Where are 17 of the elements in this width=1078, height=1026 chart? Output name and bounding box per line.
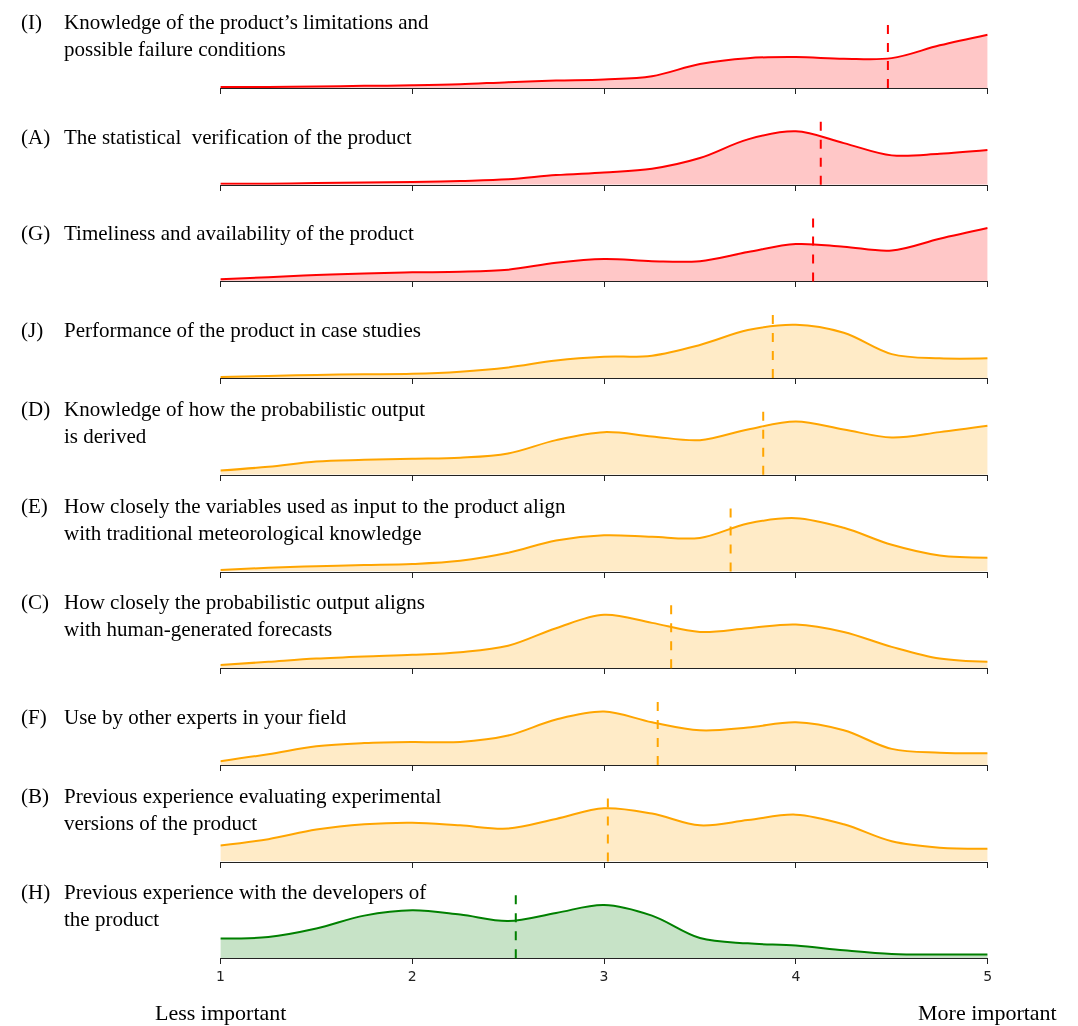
x-tick-label: 2 (407, 968, 417, 985)
x-tick-label: 5 (983, 968, 993, 985)
chart-title: (F) Use by other experts in your field (21, 705, 347, 729)
chart-title: (G) Timeliness and availability of the product (21, 221, 414, 245)
chart-title: (H) Previous experience with the developers of the product (21, 880, 427, 932)
chart-title: (J) Performance of the product in case studies (21, 318, 421, 342)
chart-title: (E) How closely the variables used as input to the product align with traditional meteorological knowledge (21, 494, 567, 546)
chart-title: (D) Knowledge of how the probabilistic output is derived (21, 397, 426, 449)
chart-title: (C) How closely the probabilistic output aligns with human-generated forecasts (21, 590, 426, 642)
x-tick-label: 3 (599, 968, 609, 985)
chart-title: (B) Previous experience evaluating experimental versions of the product (21, 784, 442, 836)
text: Less important (155, 1000, 287, 1025)
text: More important (918, 1000, 1057, 1025)
chart-title: (A) The statistical verification of the product (21, 125, 412, 149)
x-tick-label: 1 (215, 968, 225, 985)
chart-title: (I) Knowledge of the product’s limitations and possible failure conditions (21, 10, 430, 62)
x-tick-label: 4 (791, 968, 801, 985)
